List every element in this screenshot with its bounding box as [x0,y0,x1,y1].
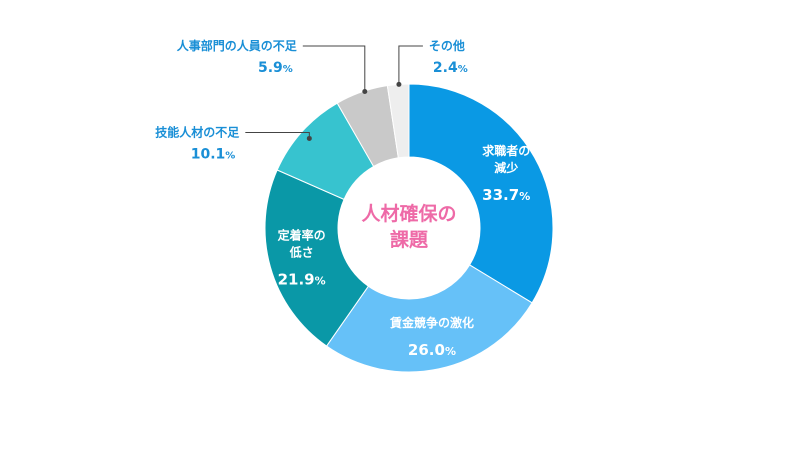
slice-1-name-line-2: 減少 [494,160,518,175]
slice-2-arc [325,264,533,373]
slice-2-name: 賃金競争の激化 [389,315,474,330]
slice-3-name-line-1: 定着率の [278,228,326,243]
slice-5-value: 5.9% [258,60,293,76]
slice-6-name: その他 [429,38,465,53]
slice-1-arc [408,83,554,304]
slice-1-value: 33.7% [482,186,530,204]
slice-5-leader-dot [362,88,368,94]
slice-1-name-line-1: 求職者の [482,143,530,158]
slice-6-arc [386,83,410,159]
slice-3-value: 21.9% [278,271,326,289]
center-title-line-1: 人材確保の [361,202,456,225]
slice-5-leader-line [302,45,366,92]
leader-lines-layer [245,45,423,141]
slice-5-name: 人事部門の人員の不足 [177,38,297,53]
slices-layer [264,83,554,373]
slice-6-leader-line [398,45,423,85]
slice-4-value: 10.1% [191,146,236,162]
slice-6-value: 2.4% [433,60,468,76]
center-title-line-2: 課題 [390,228,429,251]
slice-2-value: 26.0% [408,341,456,359]
slice-4-leader-dot [306,135,312,141]
slice-4-name: 技能人材の不足 [155,124,239,139]
slice-6-leader-dot [396,81,402,87]
slice-3-arc [264,169,370,347]
slice-3-name-line-2: 低さ [289,245,314,260]
